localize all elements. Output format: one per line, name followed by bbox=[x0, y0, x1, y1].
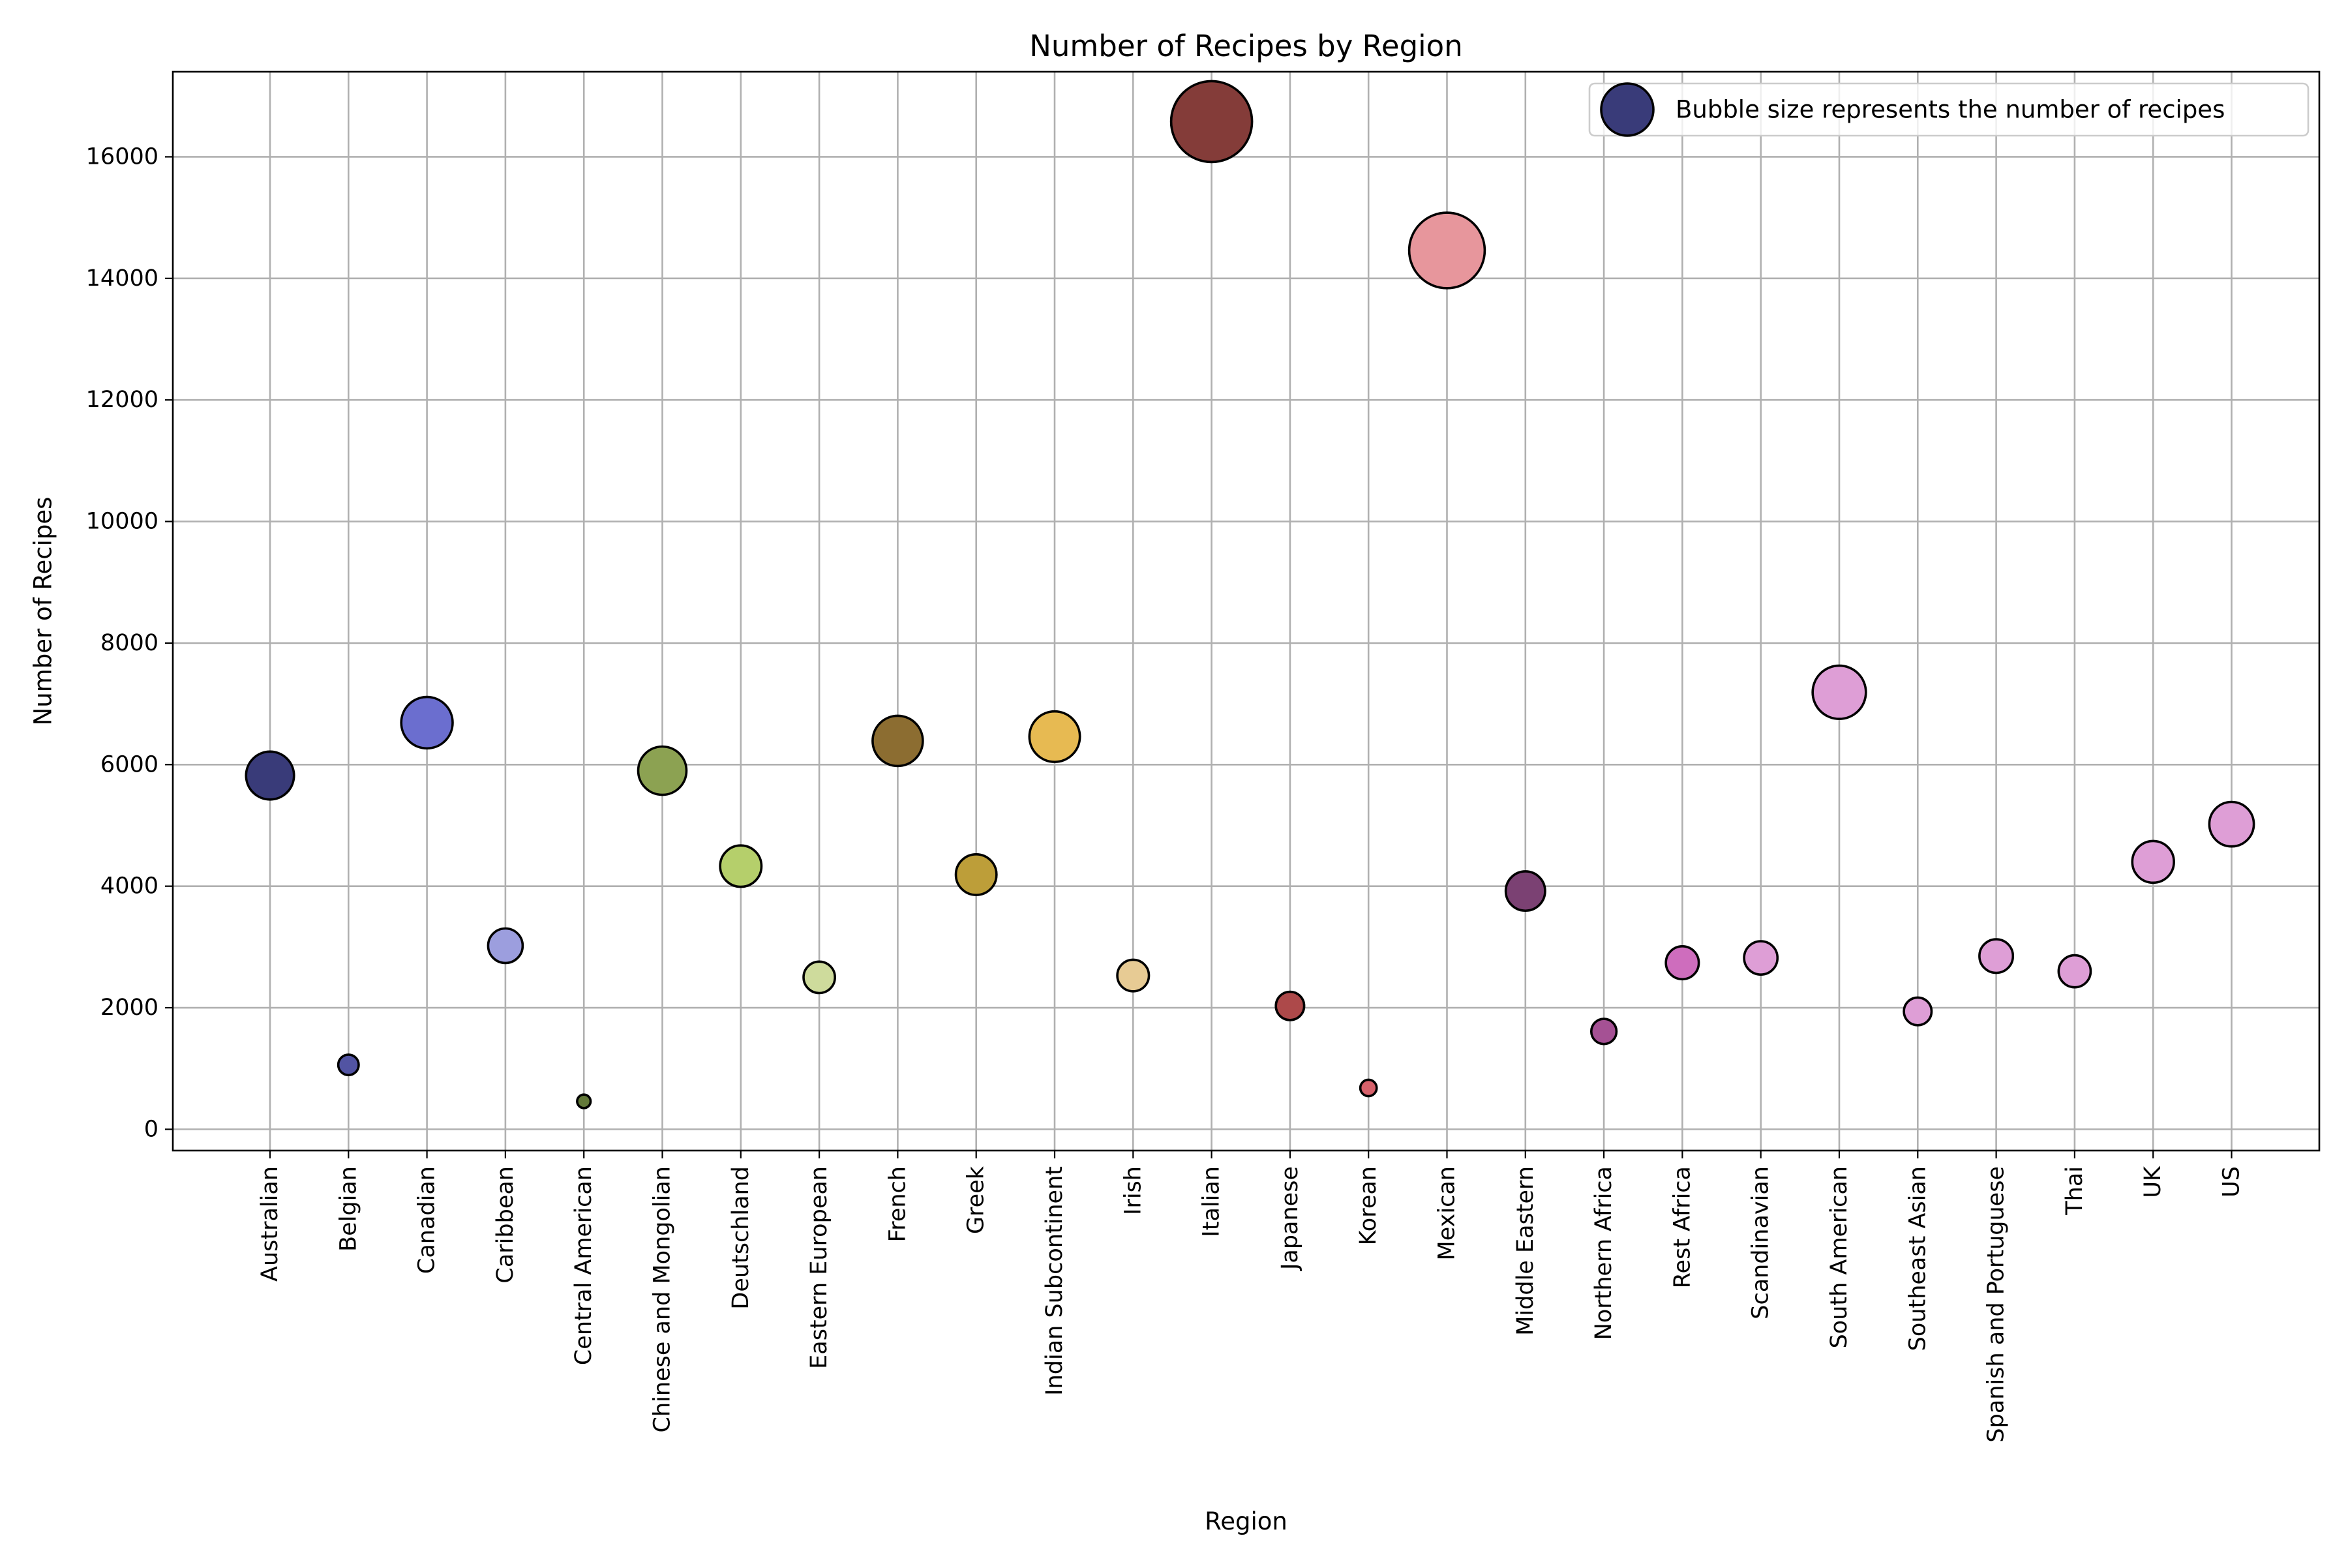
y-tick-label: 0 bbox=[144, 1116, 158, 1142]
x-tick-label: Japanese bbox=[1277, 1166, 1303, 1271]
x-tick-label: Deutschland bbox=[728, 1166, 754, 1310]
plot-frame bbox=[172, 70, 2321, 1152]
bubble-point bbox=[1664, 945, 1700, 981]
bubble-point bbox=[1169, 80, 1254, 164]
bubble-point bbox=[1116, 958, 1151, 993]
y-tick-label: 10000 bbox=[86, 509, 158, 535]
x-tick-label: Central American bbox=[571, 1166, 597, 1365]
y-tick-label: 14000 bbox=[86, 265, 158, 292]
bubble-point bbox=[1407, 211, 1486, 290]
x-tick-label: Southeast Asian bbox=[1904, 1166, 1931, 1351]
y-tick-label: 16000 bbox=[86, 143, 158, 170]
y-tick-label: 12000 bbox=[86, 387, 158, 413]
bubble-point bbox=[802, 960, 836, 995]
bubble-point bbox=[1978, 938, 2015, 974]
bubble-point bbox=[487, 927, 524, 965]
bubble-point bbox=[1274, 990, 1306, 1021]
bubble-point bbox=[576, 1093, 592, 1109]
axis-ticks: Australian Belgian Canadian Caribbean Centra… bbox=[86, 143, 2245, 1442]
y-tick-label: 4000 bbox=[100, 873, 158, 899]
plot-area bbox=[173, 72, 2319, 1151]
x-tick-label: French bbox=[884, 1166, 911, 1242]
bubble-point bbox=[2057, 954, 2092, 989]
x-tick-label: Mexican bbox=[1434, 1166, 1460, 1260]
x-tick-label: Italian bbox=[1199, 1166, 1225, 1237]
x-tick-label: Canadian bbox=[414, 1166, 440, 1274]
bubble-point bbox=[1811, 664, 1867, 721]
legend-marker bbox=[1600, 82, 1655, 137]
x-tick-label: Irish bbox=[1120, 1166, 1146, 1215]
x-tick-label: Indian Subcontinent bbox=[1042, 1166, 1068, 1396]
legend: Bubble size represents the number of rec… bbox=[1588, 82, 2310, 137]
y-tick-label: 6000 bbox=[100, 751, 158, 777]
y-tick-label: 8000 bbox=[100, 630, 158, 656]
legend-label: Bubble size represents the number of rec… bbox=[1676, 96, 2225, 124]
legend-box bbox=[1588, 82, 2310, 137]
x-tick-label: Caribbean bbox=[492, 1166, 519, 1284]
bubble-point bbox=[637, 745, 688, 796]
bubble-point bbox=[871, 714, 924, 768]
bubble-point bbox=[1743, 940, 1779, 976]
x-tick-label: Greek bbox=[963, 1166, 989, 1234]
x-tick-label: Korean bbox=[1355, 1166, 1381, 1245]
x-tick-label: South American bbox=[1826, 1166, 1852, 1348]
bubble-series bbox=[245, 80, 2255, 1109]
y-tick-label: 2000 bbox=[100, 995, 158, 1021]
x-tick-label: Chinese and Mongolian bbox=[650, 1166, 676, 1432]
x-tick-label: Northern Africa bbox=[1591, 1166, 1617, 1340]
bubble-point bbox=[337, 1053, 360, 1077]
bubble-point bbox=[400, 695, 454, 750]
bubble-point bbox=[1359, 1078, 1378, 1098]
x-tick-label: US bbox=[2219, 1166, 2245, 1198]
x-tick-label: Rest Africa bbox=[1669, 1166, 1695, 1288]
y-axis-title: Number of Recipes bbox=[29, 497, 57, 726]
bubble-point bbox=[719, 844, 763, 888]
x-tick-label: Eastern European bbox=[806, 1166, 832, 1369]
bubble-point bbox=[1028, 710, 1081, 763]
x-tick-label: Scandinavian bbox=[1748, 1166, 1774, 1319]
x-tick-label: UK bbox=[2140, 1166, 2166, 1198]
bubble-point bbox=[245, 750, 295, 801]
bubble-point bbox=[1589, 1018, 1618, 1046]
bubble-point bbox=[2208, 800, 2255, 848]
x-tick-label: Australian bbox=[257, 1166, 283, 1282]
bubble-point bbox=[954, 852, 998, 896]
x-tick-label: Spanish and Portuguese bbox=[1983, 1166, 2009, 1443]
chart-title: Number of Recipes by Region bbox=[1029, 29, 1462, 63]
bubble-point bbox=[1903, 996, 1933, 1027]
x-tick-label: Middle Eastern bbox=[1513, 1166, 1539, 1336]
bubble-point bbox=[2131, 839, 2175, 884]
bubble-point bbox=[1504, 870, 1546, 912]
x-tick-label: Thai bbox=[2062, 1166, 2088, 1216]
x-axis-title: Region bbox=[1205, 1507, 1287, 1535]
x-tick-label: Belgian bbox=[335, 1166, 361, 1252]
